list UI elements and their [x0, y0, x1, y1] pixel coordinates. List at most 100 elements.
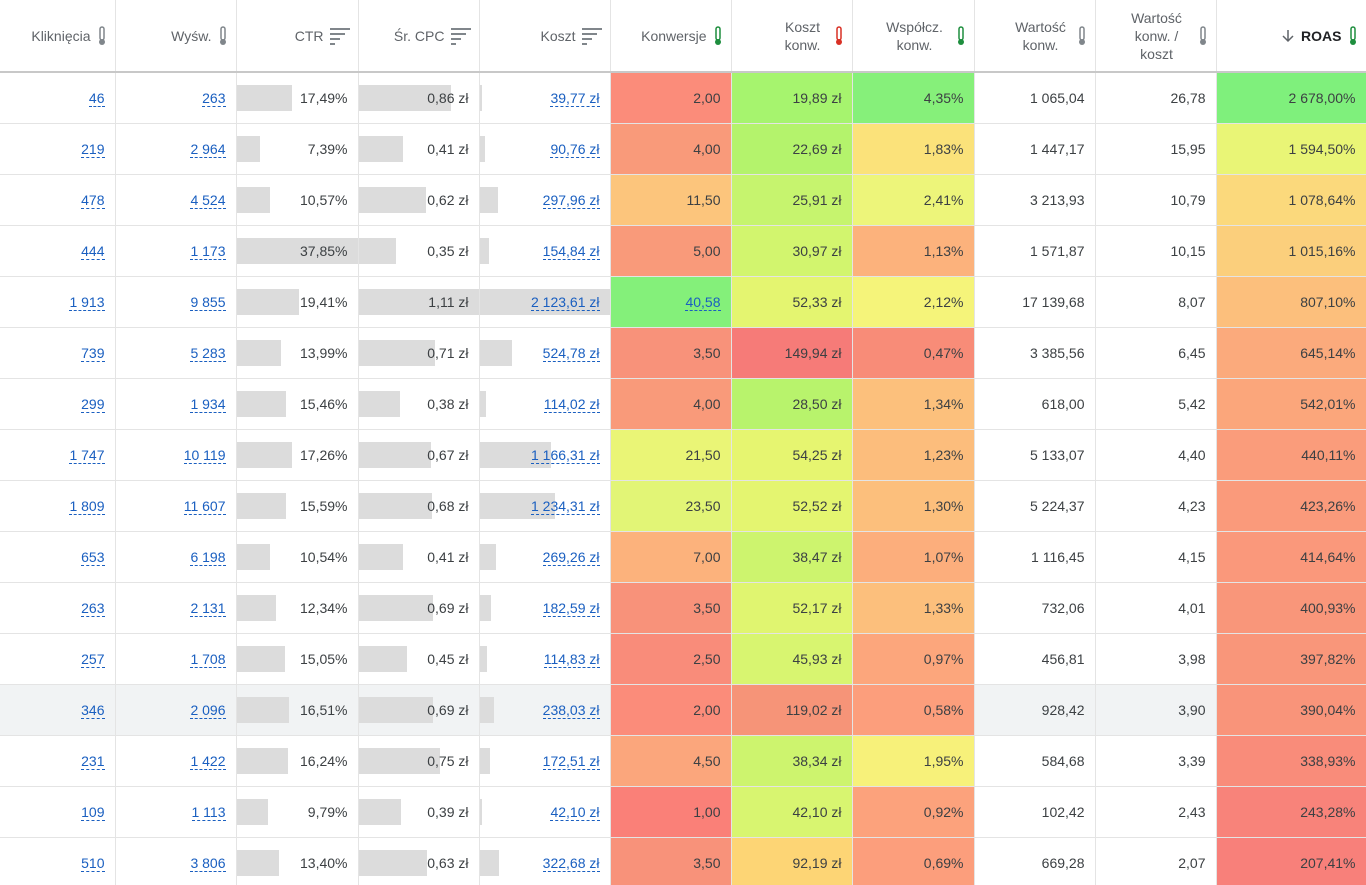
table-cell: 22,69 zł — [731, 123, 853, 175]
cell-text: 0,45 zł — [427, 651, 469, 667]
cell-link[interactable]: 3 806 — [190, 855, 226, 872]
sort-arrow — [1282, 29, 1294, 42]
cell-text: 37,85% — [300, 243, 348, 259]
cell-link[interactable]: 510 — [81, 855, 105, 872]
cell-bar — [479, 85, 482, 111]
table-cell: 2 123,61 zł — [479, 276, 611, 328]
cell-link[interactable]: 269,26 zł — [542, 549, 600, 566]
cell-link[interactable]: 444 — [81, 243, 105, 260]
column-header[interactable]: ROAS — [1216, 0, 1366, 73]
cell-bar — [236, 289, 299, 315]
cell-link[interactable]: 42,10 zł — [550, 804, 600, 821]
cell-link[interactable]: 2 096 — [190, 702, 226, 719]
cell-link[interactable]: 1 913 — [69, 294, 105, 311]
cell-bar — [479, 646, 487, 672]
cell-link[interactable]: 263 — [81, 600, 105, 617]
cell-link[interactable]: 2 123,61 zł — [531, 294, 600, 311]
table-cell: 0,68 zł — [358, 480, 480, 532]
table-cell: 42,10 zł — [731, 786, 853, 838]
column-header[interactable]: Śr. CPC — [358, 0, 480, 73]
table-cell: 297,96 zł — [479, 174, 611, 226]
cell-text: 21,50 — [685, 447, 721, 463]
column-header[interactable]: Wartość konw. — [974, 0, 1096, 73]
cell-link[interactable]: 1 173 — [190, 243, 226, 260]
cell-link[interactable]: 109 — [81, 804, 105, 821]
table-cell: 90,76 zł — [479, 123, 611, 175]
cell-text: 1,33% — [923, 600, 964, 616]
cell-link[interactable]: 154,84 zł — [542, 243, 600, 260]
cell-text: 5,42 — [1178, 396, 1206, 412]
column-header[interactable]: Wartość konw. / koszt — [1095, 0, 1217, 73]
column-header[interactable]: Koszt — [479, 0, 611, 73]
cell-link[interactable]: 2 131 — [190, 600, 226, 617]
cell-text: 1 078,64% — [1288, 192, 1356, 208]
table-cell: 2,07 — [1095, 837, 1217, 885]
table-cell: 257 — [0, 633, 116, 685]
cell-link[interactable]: 219 — [81, 141, 105, 158]
cell-link[interactable]: 739 — [81, 345, 105, 362]
cell-link[interactable]: 257 — [81, 651, 105, 668]
cell-link[interactable]: 1 934 — [190, 396, 226, 413]
cell-bar — [479, 697, 495, 723]
table-cell: 3,39 — [1095, 735, 1217, 787]
cell-link[interactable]: 231 — [81, 753, 105, 770]
cell-link[interactable]: 4 524 — [190, 192, 226, 209]
table-cell: 478 — [0, 174, 116, 226]
cell-bar — [236, 493, 287, 519]
cell-link[interactable]: 46 — [88, 90, 105, 107]
column-header[interactable]: CTR — [236, 0, 359, 73]
table-cell: 390,04% — [1216, 684, 1366, 736]
cell-link[interactable]: 2 964 — [190, 141, 226, 158]
cell-link[interactable]: 1 422 — [190, 753, 226, 770]
cell-link[interactable]: 39,77 zł — [550, 90, 600, 107]
table-cell: 1,33% — [852, 582, 975, 634]
cell-text: 0,86 zł — [427, 90, 469, 106]
cell-link[interactable]: 322,68 zł — [542, 855, 600, 872]
cell-link[interactable]: 11 607 — [183, 498, 226, 515]
cell-link[interactable]: 478 — [81, 192, 105, 209]
column-header[interactable]: Konwersje — [610, 0, 732, 73]
cell-link[interactable]: 172,51 zł — [542, 753, 600, 770]
cell-text: 17,26% — [300, 447, 348, 463]
cell-link[interactable]: 238,03 zł — [542, 702, 600, 719]
cell-link[interactable]: 1 234,31 zł — [531, 498, 600, 515]
column-header[interactable]: Kliknięcia — [0, 0, 116, 73]
cell-link[interactable]: 1 747 — [69, 447, 105, 464]
cell-link[interactable]: 1 809 — [69, 498, 105, 515]
cell-link[interactable]: 297,96 zł — [542, 192, 600, 209]
cell-link[interactable]: 182,59 zł — [542, 600, 600, 617]
table-cell: 42,10 zł — [479, 786, 611, 838]
column-header[interactable]: Współcz. konw. — [852, 0, 975, 73]
cell-link[interactable]: 5 283 — [190, 345, 226, 362]
cell-bar — [358, 799, 401, 825]
cell-link[interactable]: 263 — [202, 90, 226, 107]
cell-link[interactable]: 1 113 — [191, 804, 226, 821]
cell-text: 4,00 — [693, 396, 721, 412]
table-cell: 3 385,56 — [974, 327, 1096, 379]
cell-link[interactable]: 90,76 zł — [550, 141, 600, 158]
cell-link[interactable]: 1 166,31 zł — [531, 447, 600, 464]
cell-bar — [358, 442, 431, 468]
cell-link[interactable]: 6 198 — [190, 549, 226, 566]
cell-link[interactable]: 653 — [81, 549, 105, 566]
cell-link[interactable]: 524,78 zł — [542, 345, 600, 362]
cell-link[interactable]: 114,83 zł — [543, 651, 600, 668]
table-cell: 5 224,37 — [974, 480, 1096, 532]
cell-link[interactable]: 40,58 — [685, 294, 721, 311]
cell-link[interactable]: 114,02 zł — [543, 396, 600, 413]
column-header[interactable]: Wyśw. — [115, 0, 237, 73]
cell-text: 52,33 zł — [792, 294, 842, 310]
cell-link[interactable]: 346 — [81, 702, 105, 719]
cell-bar — [479, 850, 500, 876]
cell-bar — [479, 187, 498, 213]
cell-link[interactable]: 1 708 — [190, 651, 226, 668]
cell-link[interactable]: 10 119 — [183, 447, 226, 464]
table-cell: 21,50 — [610, 429, 732, 481]
cell-link[interactable]: 299 — [81, 396, 105, 413]
cell-link[interactable]: 9 855 — [190, 294, 226, 311]
column-header[interactable]: Koszt konw. — [731, 0, 853, 73]
cell-text: 17 139,68 — [1022, 294, 1085, 310]
table-cell: 4,00 — [610, 378, 732, 430]
cell-bar — [479, 442, 551, 468]
cell-text: 5 133,07 — [1030, 447, 1085, 463]
